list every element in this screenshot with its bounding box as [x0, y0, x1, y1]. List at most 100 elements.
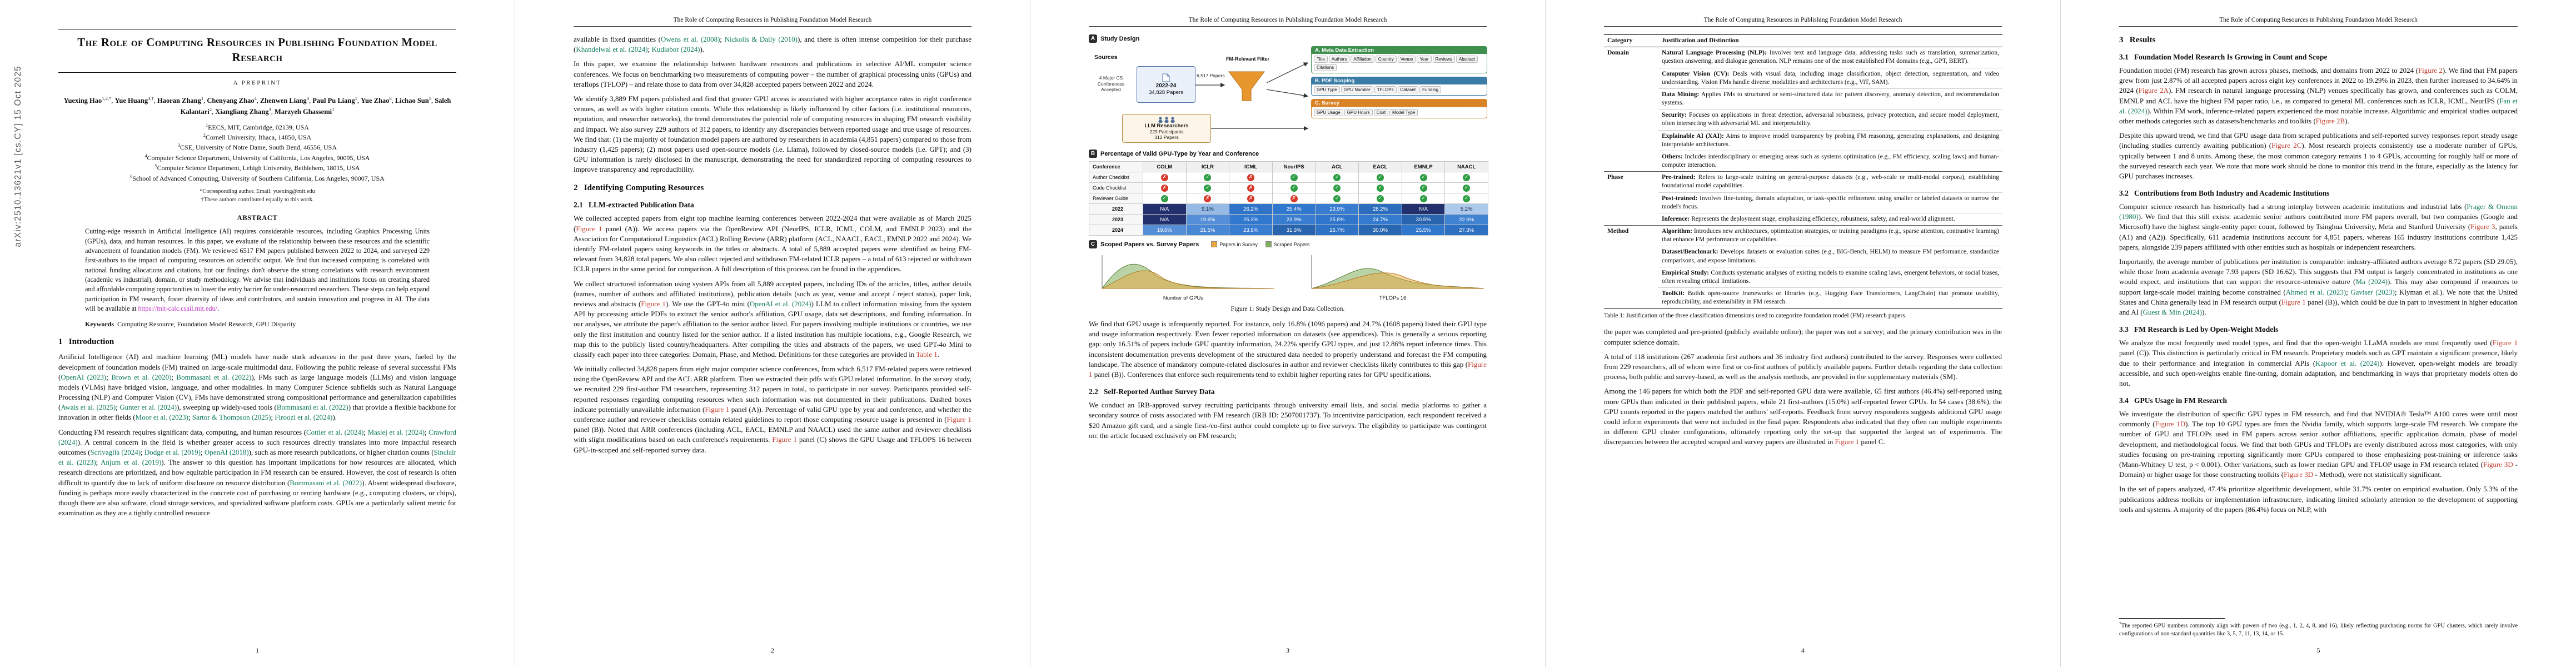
arxiv-watermark: arXiv:2510.13621v1 [cs.CY] 15 Oct 2025: [13, 66, 23, 247]
table-row: Computer Vision (CV): Deals with visual …: [1604, 67, 2002, 89]
running-header: The Role of Computing Resources in Publi…: [574, 17, 971, 27]
page-5: The Role of Computing Resources in Publi…: [2061, 0, 2576, 667]
affiliation-line: 2Cornell University, Ithaca, 14850, USA: [203, 133, 312, 142]
page2-paragraphs-mid: We collected accepted papers from eight …: [574, 213, 971, 455]
checklist-mark-cell: ✗: [1229, 183, 1272, 193]
check-icon: ✓: [1463, 173, 1471, 181]
figure-field-chip: GPU Number: [1341, 86, 1373, 93]
author-footnote: *Corresponding author. Email: yuexing@mi…: [200, 188, 315, 195]
check-icon: ✓: [1419, 195, 1427, 202]
researchers-title: LLM Researchers: [1144, 122, 1189, 129]
page-2: The Role of Computing Resources in Publi…: [515, 0, 1030, 667]
justification-cell: Security: Focuses on applications in thr…: [1658, 109, 2002, 131]
conference-header-cell: ICML: [1229, 162, 1272, 172]
affiliation-line: 5Computer Science Department, Lehigh Uni…: [155, 163, 360, 172]
figure-field-chip: Funding: [1419, 86, 1442, 93]
study-design-flowchart: Sources 4 Major CS Conferences Accepted …: [1089, 46, 1487, 145]
filter-label: FM-Relevant Filter: [1225, 56, 1269, 62]
author-name: Zhenwen Liang3: [260, 95, 309, 104]
cross-icon: ✗: [1160, 173, 1168, 181]
paragraph: We investigate the distribution of speci…: [2119, 410, 2518, 479]
filtered-papers-count: 6,517 Papers: [1197, 73, 1225, 78]
page5-footnote: 7The reported GPU numbers commonly align…: [2119, 618, 2518, 638]
checklist-mark-cell: ✓: [1445, 172, 1488, 182]
checklist-row-label: Code Checklist: [1089, 183, 1143, 193]
running-header: The Role of Computing Resources in Publi…: [1604, 17, 2002, 27]
heatmap-cell: 21.5%: [1186, 225, 1229, 235]
checklist-mark-cell: ✓: [1272, 172, 1316, 182]
affiliation-line: 6School of Advanced Computing, Universit…: [130, 173, 385, 182]
paragraph: We conduct an IRB-approved survey recrui…: [1089, 401, 1487, 440]
conference-gpu-table: Conference COLM ICLR ICML NeurIPS ACL EACL EMNL…: [1089, 161, 1488, 236]
author-footnote: †These authors contributed equally to th…: [201, 196, 314, 203]
chart-legend: Papers in Survey Scraped Papers: [1211, 241, 1309, 247]
page3-paragraphs-a: We find that GPU usage is infrequently r…: [1089, 319, 1487, 380]
figure-field-chip: Citations: [1314, 64, 1337, 71]
checklist-mark-cell: ✓: [1359, 183, 1402, 193]
gpu-density-chart: Number of GPUs: [1089, 252, 1278, 301]
title-block: The Role of Computing Resources in Publi…: [58, 29, 456, 204]
paragraph: Despite this upward trend, we find that …: [2119, 131, 2518, 180]
figure-target-title: B. PDF Scoping: [1312, 77, 1487, 84]
figure-field-chip: Cost: [1373, 109, 1389, 116]
tflops-density-plot: [1311, 255, 1484, 289]
table-row: Empirical Study: Conducts systematic ana…: [1604, 266, 2002, 288]
checklist-mark-cell: ✓: [1359, 172, 1402, 182]
legend-swatch-survey: [1211, 241, 1218, 247]
checklist-mark-cell: ✗: [1229, 172, 1272, 182]
subsection-heading: 3.2 Contributions from Both Industry and…: [2119, 189, 2330, 198]
section-3-heading: 3 Results: [2119, 36, 2156, 44]
table-row: ToolKit: Builds open-source frameworks o…: [1604, 287, 2002, 308]
figure-panel-c-header: C Scoped Papers vs. Survey Papers Papers…: [1089, 240, 1487, 248]
checklist-mark-cell: ✓: [1186, 183, 1229, 193]
checklist-mark-cell: ✓: [1359, 193, 1402, 203]
subsection-heading: 3.1 Foundation Model Research Is Growing…: [2119, 53, 2328, 61]
cross-icon: ✗: [1247, 195, 1255, 202]
subsection-heading: 3.4 GPUs Usage in FM Research: [2119, 396, 2227, 405]
cross-icon: ✗: [1204, 195, 1212, 202]
conference-header-cell: NAACL: [1445, 162, 1488, 172]
dataset-url-link[interactable]: https://mit-calc.csail.mit.edu/: [138, 305, 217, 312]
heatmap-cell: 24.7%: [1359, 215, 1402, 225]
tflops-density-chart: TFLOPs 16: [1298, 252, 1487, 301]
checklist-mark-cell: ✗: [1186, 193, 1229, 203]
paragraph: Foundation model (FM) research has grown…: [2119, 66, 2518, 125]
heatmap-cell: 25.8%: [1316, 215, 1359, 225]
affiliation-line: 1EECS, MIT, Cambridge, 02139, USA: [206, 122, 309, 131]
checklist-row-label: Author Checklist: [1089, 172, 1143, 182]
extraction-targets: A. Meta Data Extraction Title Authors Affil…: [1311, 46, 1487, 118]
table1-col1-header: Category: [1604, 34, 1658, 48]
figure-field-chip: Authors: [1328, 56, 1350, 63]
researchers-papers: 312 Papers: [1154, 135, 1179, 141]
table-row: Phase Pre-trained: Refers to large-scale …: [1604, 171, 2002, 226]
section-1-heading: 1 Introduction: [58, 337, 114, 347]
paragraph: Among the 146 papers for which both the …: [1604, 387, 2002, 446]
justification-cell: Natural Language Processing (NLP): Invol…: [1658, 47, 2002, 68]
running-header: The Role of Computing Resources in Publi…: [2119, 17, 2518, 27]
check-icon: ✓: [1463, 195, 1471, 202]
gpu-density-plot: [1102, 255, 1275, 289]
page4-paragraphs: the paper was completed and pre-printed …: [1604, 327, 2002, 447]
conference-header-cell: Conference: [1089, 162, 1143, 172]
category-cell: Domain: [1604, 47, 1658, 172]
paragraph: We analyze the most frequently used mode…: [2119, 339, 2518, 387]
paragraph: Conducting FM research requires signific…: [58, 427, 457, 517]
check-icon: ✓: [1204, 184, 1212, 192]
section-2-1-heading: 2.1 LLM-extracted Publication Data: [574, 201, 694, 210]
year-label-cell: 2024: [1089, 225, 1143, 235]
category-cell: Phase: [1604, 171, 1658, 226]
page-number: 1: [256, 646, 259, 654]
conference-header-cell: NeurIPS: [1272, 162, 1316, 172]
page-4: The Role of Computing Resources in Publi…: [1546, 0, 2061, 667]
year-label-cell: 2022: [1089, 204, 1143, 214]
papers-years: 2022-24: [1155, 83, 1177, 89]
checklist-mark-cell: ✗: [1229, 193, 1272, 203]
author-name: Lichao Sun5: [395, 95, 431, 104]
conference-header-cell: ACL: [1316, 162, 1359, 172]
researchers-participants: 229 Participants: [1149, 129, 1184, 135]
table-row: Explainable AI (XAI): Aims to improve mo…: [1604, 130, 2002, 151]
figure-field-chip: GPU Hours: [1344, 109, 1373, 116]
heatmap-cell: N/A: [1143, 215, 1186, 225]
justification-cell: Post-trained: Involves fine-tuning, doma…: [1658, 192, 2002, 213]
check-icon: ✓: [1419, 184, 1427, 192]
